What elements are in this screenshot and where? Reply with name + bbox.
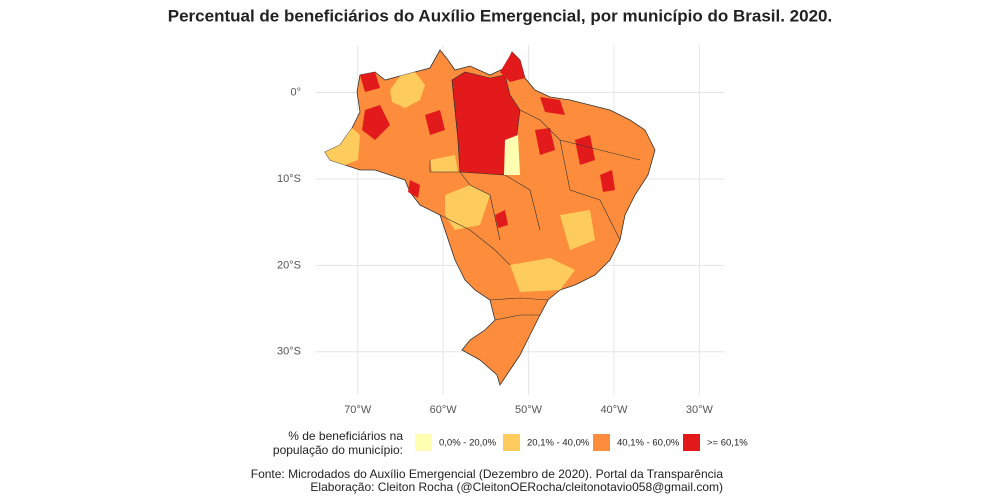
axes: 70°W 60°W 50°W 40°W 30°W 0° 10°S 20°S 30°S bbox=[277, 86, 713, 415]
region-patch bbox=[362, 105, 390, 140]
region-patch bbox=[575, 135, 595, 165]
region-patch bbox=[540, 97, 565, 115]
region-patch bbox=[560, 210, 595, 250]
x-tick-label: 60°W bbox=[430, 404, 458, 416]
y-tick-label: 10°S bbox=[277, 173, 301, 185]
region-patch bbox=[408, 180, 420, 198]
legend-label: 0,0% - 20,0% bbox=[439, 438, 497, 449]
legend-swatch bbox=[503, 434, 520, 451]
region-patch bbox=[325, 128, 360, 165]
region-patch bbox=[500, 52, 525, 82]
region-patch bbox=[390, 72, 425, 108]
legend-title: % de beneficiários na bbox=[288, 429, 403, 443]
legend-swatch bbox=[683, 434, 700, 451]
y-tick-label: 30°S bbox=[277, 346, 301, 358]
region-patch bbox=[445, 185, 490, 230]
x-tick-label: 50°W bbox=[515, 404, 543, 416]
region-patch bbox=[535, 128, 555, 155]
x-tick-label: 70°W bbox=[344, 404, 372, 416]
region-patch bbox=[510, 258, 575, 292]
state-borders bbox=[429, 79, 641, 321]
legend-title: população do município: bbox=[273, 443, 403, 457]
legend-swatch bbox=[593, 434, 610, 451]
legend-label: 20,1% - 40,0% bbox=[527, 438, 590, 449]
caption-line: Fonte: Microdados do Auxílio Emergencial… bbox=[251, 467, 724, 481]
region-patch bbox=[495, 210, 508, 228]
y-tick-label: 20°S bbox=[277, 259, 301, 271]
legend-label: >= 60,1% bbox=[707, 438, 748, 449]
region-patch bbox=[425, 110, 445, 135]
y-tick-label: 0° bbox=[290, 86, 301, 98]
region-patch bbox=[430, 155, 458, 172]
map-title: Percentual de beneficiários do Auxílio E… bbox=[168, 6, 832, 25]
region-patch bbox=[600, 170, 615, 192]
brazil-map bbox=[324, 49, 656, 386]
caption: Fonte: Microdados do Auxílio Emergencial… bbox=[251, 467, 724, 494]
legend-swatch bbox=[415, 434, 432, 451]
region-patch bbox=[360, 72, 380, 92]
brazil-outline bbox=[324, 49, 656, 386]
x-tick-label: 40°W bbox=[600, 404, 628, 416]
caption-line: Elaboração: Cleiton Rocha (@CleitonOERoc… bbox=[310, 480, 723, 494]
x-tick-label: 30°W bbox=[686, 404, 714, 416]
legend-label: 40,1% - 60,0% bbox=[617, 438, 680, 449]
region-patch bbox=[504, 135, 520, 175]
